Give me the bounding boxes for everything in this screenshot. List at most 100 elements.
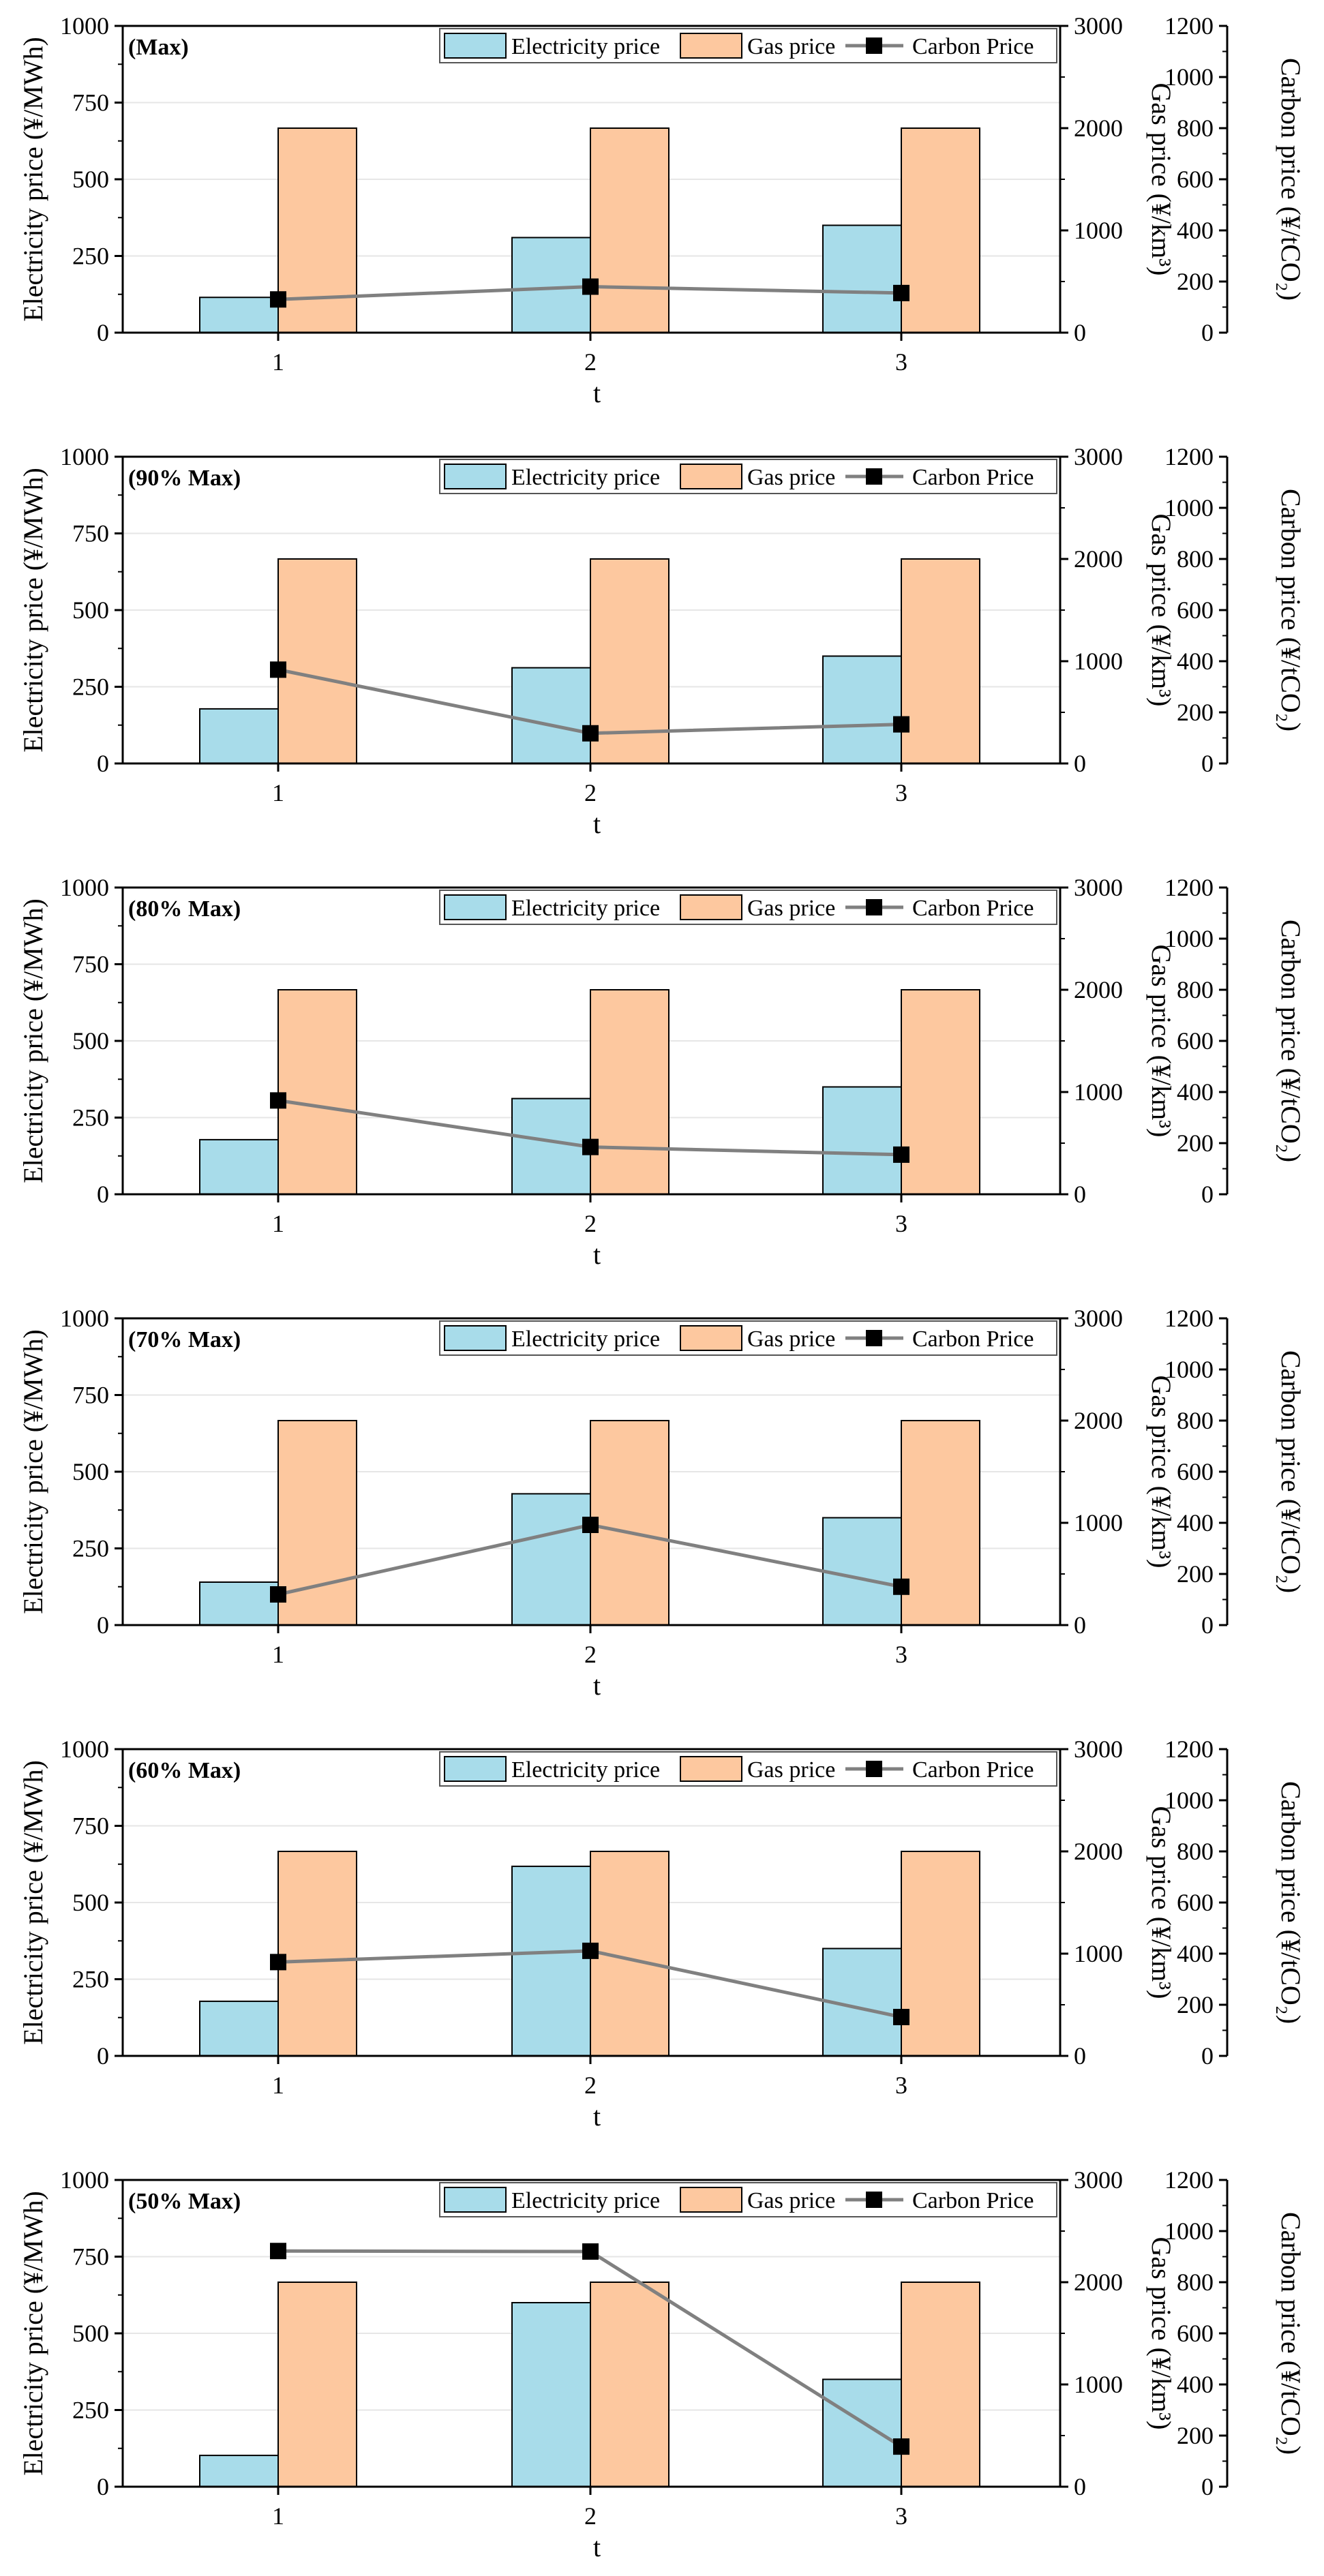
- left-tick-label: 0: [97, 2473, 109, 2500]
- legend-carbon-marker: [866, 37, 882, 54]
- x-tick-label: 3: [895, 2502, 907, 2530]
- legend: Electricity price Gas price Carbon Price: [439, 28, 1057, 63]
- carbon-tick-label: 400: [1177, 2371, 1214, 2398]
- gas-tick-label: 3000: [1074, 443, 1123, 470]
- legend-carbon-label: Carbon Price: [912, 2188, 1034, 2213]
- carbon-tick-label: 1200: [1164, 1305, 1214, 1332]
- x-tick-label: 2: [584, 1210, 597, 1237]
- gas-axis-label: Gas price (¥/km³): [1146, 2237, 1177, 2429]
- carbon-point-1: [270, 1092, 286, 1109]
- left-axis-label: Electricity price (¥/MWh): [18, 1329, 48, 1614]
- left-tick-label: 250: [72, 673, 109, 701]
- carbon-tick-label: 600: [1177, 1889, 1214, 1916]
- carbon-tick-label: 0: [1201, 2042, 1214, 2070]
- chart-panel-2: 0 250 500 750 1000 0 1000 2000 3000 0 200 400 600 800…: [18, 443, 1306, 839]
- gas-tick-label: 2000: [1074, 976, 1123, 1003]
- left-tick-label: 750: [72, 1382, 109, 1409]
- legend-electricity-swatch: [444, 2187, 507, 2213]
- legend-gas-swatch: [680, 1756, 742, 1782]
- carbon-tick-label: 600: [1177, 1458, 1214, 1485]
- x-axis-label: t: [593, 1239, 601, 1270]
- carbon-tick-label: 200: [1177, 268, 1214, 295]
- gas-tick-label: 3000: [1074, 874, 1123, 901]
- left-tick-label: 250: [72, 1966, 109, 1993]
- carbon-tick-label: 600: [1177, 1027, 1214, 1055]
- left-tick-label: 750: [72, 520, 109, 547]
- gas-axis-label: Gas price (¥/km³): [1146, 1375, 1177, 1568]
- left-tick-label: 250: [72, 243, 109, 270]
- carbon-axis-label: Carbon price (¥/tCO₂): [1276, 489, 1306, 731]
- carbon-tick-label: 1000: [1164, 1787, 1214, 1814]
- x-axis-label: t: [593, 2101, 601, 2132]
- legend: Electricity price Gas price Carbon Price: [439, 459, 1057, 494]
- legend-electricity-label: Electricity price: [511, 34, 660, 59]
- electricity-bar-2: [511, 237, 591, 333]
- chart-panel-1: 0 250 500 750 1000 0 1000 2000 3000 0 200 400 600 800…: [18, 12, 1306, 408]
- carbon-point-3: [893, 1578, 909, 1595]
- legend-box: [439, 2182, 1057, 2217]
- legend-box: [439, 1320, 1057, 1356]
- carbon-tick-label: 400: [1177, 1509, 1214, 1536]
- legend-electricity-swatch: [444, 1756, 507, 1782]
- x-tick-label: 1: [272, 2502, 284, 2530]
- legend: Electricity price Gas price Carbon Price: [439, 2182, 1057, 2217]
- gas-axis-label: Gas price (¥/km³): [1146, 513, 1177, 706]
- gas-tick-label: 0: [1074, 319, 1086, 346]
- left-axis-label: Electricity price (¥/MWh): [18, 37, 48, 322]
- carbon-axis-label: Carbon price (¥/tCO₂): [1276, 2212, 1306, 2455]
- carbon-point-2: [582, 1138, 599, 1155]
- left-tick-label: 1000: [60, 874, 109, 901]
- chart-panel-5: 0 250 500 750 1000 0 1000 2000 3000 0 200 400 600 800…: [18, 1736, 1306, 2132]
- carbon-tick-label: 600: [1177, 2320, 1214, 2347]
- gas-tick-label: 1000: [1074, 217, 1123, 244]
- gas-bar-3: [901, 2282, 980, 2487]
- electricity-bar-1: [199, 2000, 279, 2057]
- x-tick-label: 2: [584, 2072, 597, 2099]
- x-tick-label: 2: [584, 779, 597, 806]
- x-tick-label: 1: [272, 348, 284, 376]
- left-tick-label: 500: [72, 1027, 109, 1055]
- x-tick-label: 1: [272, 1641, 284, 1668]
- electricity-bar-3: [822, 2378, 902, 2487]
- left-tick-label: 1000: [60, 12, 109, 40]
- legend-electricity-swatch: [444, 464, 507, 489]
- legend: Electricity price Gas price Carbon Price: [439, 1320, 1057, 1356]
- x-tick-label: 2: [584, 2502, 597, 2530]
- gas-bar-1: [277, 989, 357, 1195]
- carbon-tick-label: 1000: [1164, 63, 1214, 91]
- carbon-tick-label: 800: [1177, 115, 1214, 142]
- legend: Electricity price Gas price Carbon Price: [439, 890, 1057, 925]
- electricity-bar-2: [511, 2302, 591, 2487]
- left-tick-label: 750: [72, 1813, 109, 1840]
- carbon-tick-label: 800: [1177, 1407, 1214, 1434]
- carbon-tick-label: 1200: [1164, 1736, 1214, 1763]
- carbon-tick-label: 800: [1177, 976, 1214, 1003]
- carbon-point-3: [893, 284, 909, 301]
- legend-carbon-label: Carbon Price: [912, 465, 1034, 490]
- left-tick-label: 1000: [60, 2166, 109, 2194]
- left-tick-label: 500: [72, 1889, 109, 1916]
- legend-electricity-swatch: [444, 1325, 507, 1351]
- legend-gas-label: Gas price: [747, 896, 835, 921]
- x-tick-label: 2: [584, 348, 597, 376]
- panel-title: (90% Max): [128, 466, 241, 491]
- left-axis-label: Electricity price (¥/MWh): [18, 2191, 48, 2476]
- electricity-bar-3: [822, 1517, 902, 1626]
- gas-axis-label: Gas price (¥/km³): [1146, 944, 1177, 1137]
- legend-gas-label: Gas price: [747, 2188, 835, 2213]
- left-tick-label: 1000: [60, 1305, 109, 1332]
- panel-title: (50% Max): [128, 2189, 241, 2214]
- gas-tick-label: 1000: [1074, 648, 1123, 675]
- carbon-tick-label: 1200: [1164, 874, 1214, 901]
- gas-tick-label: 0: [1074, 2042, 1086, 2070]
- legend-electricity-label: Electricity price: [511, 1757, 660, 1783]
- carbon-tick-label: 0: [1201, 1181, 1214, 1208]
- electricity-bar-1: [199, 2455, 279, 2488]
- electricity-bar-2: [511, 667, 591, 764]
- x-tick-label: 3: [895, 348, 907, 376]
- carbon-tick-label: 800: [1177, 1838, 1214, 1865]
- gas-axis-label: Gas price (¥/km³): [1146, 82, 1177, 275]
- gas-tick-label: 0: [1074, 1181, 1086, 1208]
- gas-bar-3: [901, 127, 980, 333]
